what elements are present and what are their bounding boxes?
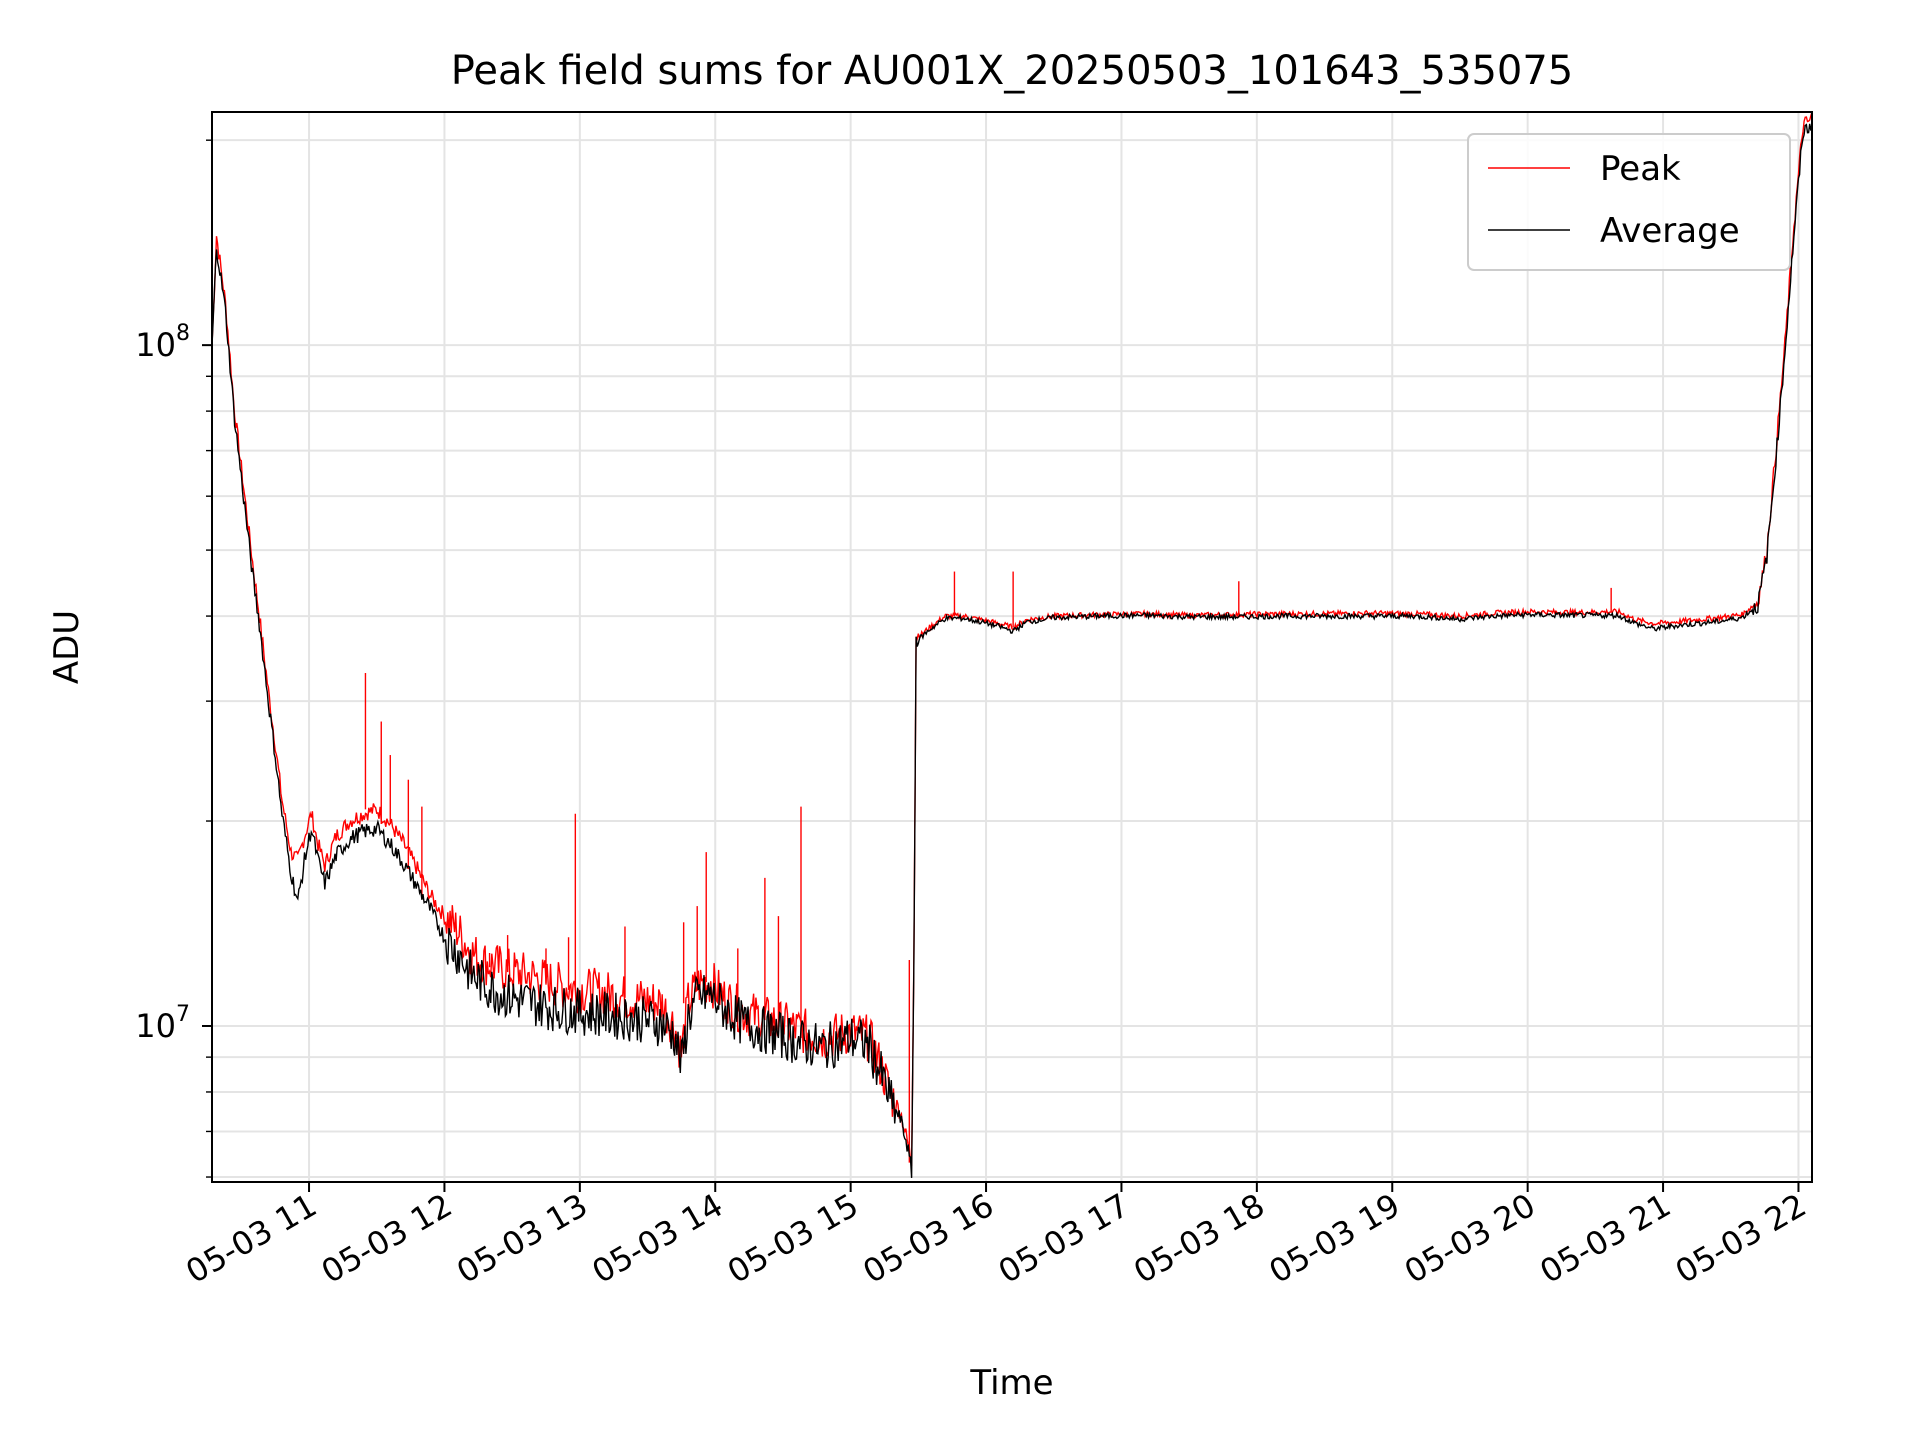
x-tick-label: 05-03 19 — [1263, 1186, 1407, 1291]
x-tick-label: 05-03 15 — [721, 1186, 865, 1291]
legend-label-peak: Peak — [1600, 149, 1681, 189]
y-axis-label: ADU — [47, 610, 87, 684]
grid-layer — [212, 112, 1812, 1182]
x-tick-label: 05-03 14 — [586, 1186, 730, 1291]
series-line-average — [211, 122, 1813, 1178]
x-tick-label: 05-03 21 — [1533, 1186, 1677, 1291]
chart-title: Peak field sums for AU001X_20250503_1016… — [451, 48, 1574, 94]
plot-frame — [211, 111, 1813, 1183]
x-tick-label: 05-03 17 — [992, 1186, 1136, 1291]
x-tick-label: 05-03 12 — [315, 1186, 459, 1291]
x-tick-label: 05-03 22 — [1669, 1186, 1813, 1291]
x-axis-label: Time — [969, 1363, 1053, 1403]
x-tick-label: 05-03 16 — [856, 1186, 1000, 1291]
y-tick-label: 107 — [135, 1002, 190, 1045]
series-line-peak — [211, 113, 1813, 1167]
x-tick-label: 05-03 13 — [450, 1186, 594, 1291]
x-tick-label: 05-03 20 — [1398, 1186, 1542, 1291]
x-tick-label: 05-03 11 — [179, 1186, 323, 1291]
y-tick-label: 108 — [135, 321, 190, 364]
series-layer — [211, 113, 1813, 1178]
x-tick-label: 05-03 18 — [1127, 1186, 1271, 1291]
legend-label-average: Average — [1600, 211, 1740, 251]
legend: Peak Average — [1467, 133, 1791, 271]
